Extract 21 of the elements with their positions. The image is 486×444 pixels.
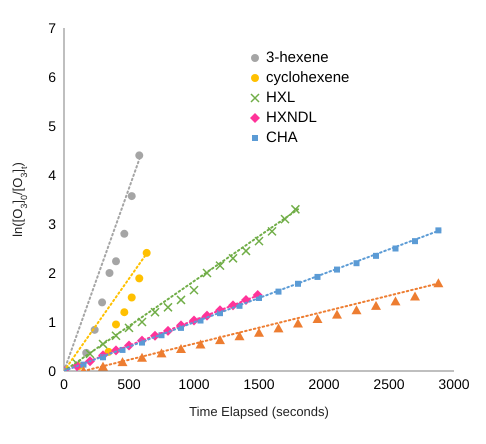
x-tick-label: 1500 — [243, 376, 275, 392]
x-axis-title: Time Elapsed (seconds) — [189, 404, 329, 419]
legend-label: cyclohexene — [266, 68, 350, 88]
x-tick-label: 2000 — [308, 376, 340, 392]
legend-label: HXNDL — [266, 108, 317, 128]
y-tick-label: 4 — [48, 166, 56, 183]
y-tick-label: 2 — [48, 264, 56, 281]
y-tick-label: 7 — [48, 20, 56, 36]
legend-label: 3-hexene — [266, 48, 329, 68]
y-tick-label: 6 — [48, 68, 56, 85]
y-tick-label: 3 — [48, 216, 56, 232]
y-tick-label: 0 — [48, 362, 56, 379]
y-tick-label: 1 — [48, 314, 56, 330]
y-tick-label: 5 — [48, 118, 56, 134]
x-tick-label: 1000 — [178, 376, 210, 392]
x-tick-label: 500 — [117, 376, 141, 392]
legend-label: CHA — [266, 128, 298, 148]
legend-label: HXL — [266, 88, 296, 108]
x-tick-label: 3000 — [438, 376, 470, 392]
x-tick-label: 0 — [60, 376, 68, 392]
x-tick-label: 2500 — [373, 376, 405, 392]
